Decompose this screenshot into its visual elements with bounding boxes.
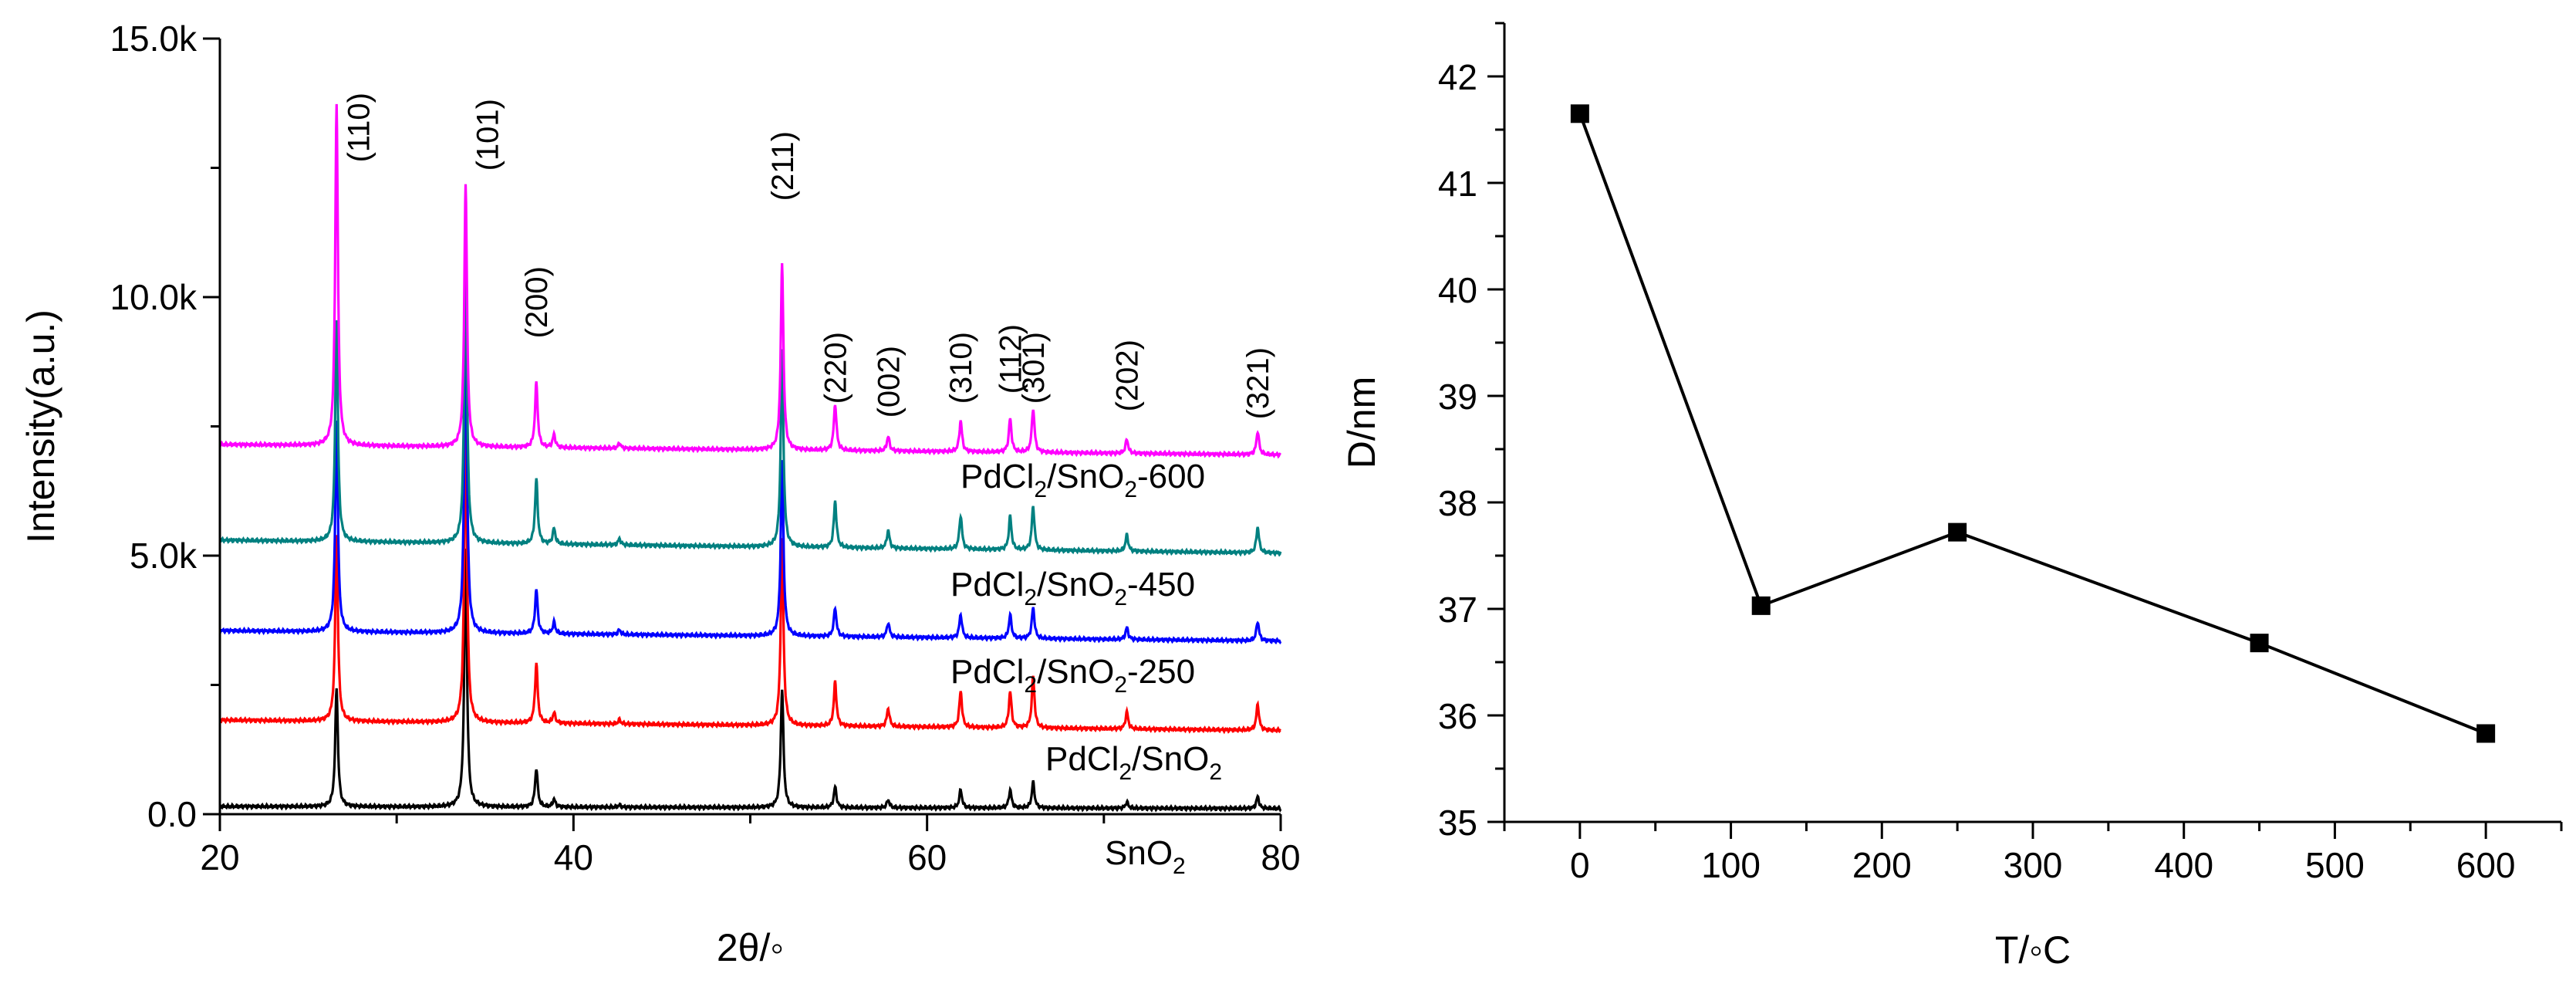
size-x-tick-label: 500 [2305,845,2365,885]
hkl-label: (112) [994,324,1028,394]
label-text: -250 [1127,653,1195,691]
sample-label: SnO2 [1105,834,1186,879]
label-text: PdCl [961,458,1034,495]
xrd-series-0 [218,548,1282,813]
label-subscript: 2 [1119,759,1132,785]
size-data-point [1751,596,1771,615]
xrd-y-tick-label: 15.0k [110,19,198,59]
size-x-tick-label: 400 [2154,845,2213,885]
label-subscript: 2 [1114,585,1127,610]
label-subscript: 2 [1024,672,1037,698]
hkl-label: (101) [471,99,505,171]
size-y-tick-label: 40 [1438,270,1477,310]
hkl-label: (310) [944,332,978,404]
hkl-label: (301) [1017,332,1051,404]
size-x-tick-label: 600 [2456,845,2516,885]
xrd-x-tick-label: 60 [907,837,947,877]
xrd-y-tick-label: 5.0k [130,536,198,576]
sample-label: PdCl2/SnO2-450 [950,566,1195,610]
sample-label: PdCl2/SnO2-600 [961,458,1205,502]
label-subscript: 2 [1114,672,1127,698]
hkl-label: (211) [766,131,800,201]
size-data-point [1948,522,1967,542]
size-y-tick-label: 42 [1438,57,1477,97]
label-text: SnO [1105,834,1173,872]
size-data-point [2250,634,2269,653]
label-subscript: 2 [1034,477,1047,502]
hkl-label: (220) [819,332,853,404]
size-x-tick-label: 300 [2004,845,2063,885]
size-y-tick-label: 36 [1438,696,1477,736]
label-subscript: 2 [1209,759,1222,785]
xrd-series-3 [218,243,1282,557]
size-series-line [1578,113,2487,735]
sample-label: PdCl2/SnO2-250 [950,653,1195,698]
hkl-label: (002) [872,346,906,418]
xrd-y-tick-label: 10.0k [110,277,198,317]
xrd-y-axis-label: Intensity(a.u.) [19,309,62,543]
size-x-tick-label: 200 [1852,845,1912,885]
size-data-point [1570,104,1589,123]
label-text: /SnO [1132,740,1209,778]
size-x-axis-label: T/◦C [1995,928,2071,972]
size-y-tick-label: 38 [1438,483,1477,523]
size-y-tick-label: 35 [1438,803,1477,843]
xrd-x-tick-label: 80 [1261,837,1300,877]
xrd-series-1 [218,411,1281,735]
size-data-point [2476,724,2496,743]
hkl-label: (202) [1111,340,1145,411]
size-x-tick-label: 0 [1570,845,1590,885]
xrd-x-tick-label: 40 [554,837,593,877]
label-text: /SnO [1047,458,1124,495]
xrd-y-tick-label: 0.0 [147,794,197,834]
label-text: /SnO [1037,566,1114,604]
xrd-chart: 0.0 5.0k 10.0k 15.0k 20 40 60 80 2θ/◦ Intensity(a… [19,19,1301,969]
size-x-tick-label: 100 [1701,845,1761,885]
label-text: PdCl [950,566,1024,604]
xrd-x-tick-label: 20 [200,837,239,877]
size-y-tick-label: 39 [1438,377,1477,417]
label-text: PdCl [1045,740,1119,778]
label-text: PdCl [950,653,1024,691]
size-y-tick-label: 37 [1438,590,1477,630]
crystallite-size-chart: 35 36 37 38 39 40 41 42 0 100 200 300 400 500 600 T/◦C D… [1340,22,2563,972]
xrd-x-axis-label: 2θ/◦ [717,926,784,969]
label-subscript: 2 [1124,477,1137,502]
xrd-series-4 [218,103,1282,459]
label-subscript: 2 [1024,585,1037,610]
label-text: -450 [1127,566,1195,604]
xrd-series-2 [219,309,1282,645]
size-y-tick-label: 41 [1438,164,1477,204]
label-text: /SnO [1037,653,1114,691]
size-y-axis-label: D/nm [1340,377,1383,468]
label-subscript: 2 [1173,854,1186,879]
hkl-label: (321) [1241,347,1275,419]
hkl-label: (200) [520,266,554,338]
sample-label: PdCl2/SnO2 [1045,740,1222,785]
hkl-label: (110) [342,93,376,162]
label-text: -600 [1137,458,1205,495]
